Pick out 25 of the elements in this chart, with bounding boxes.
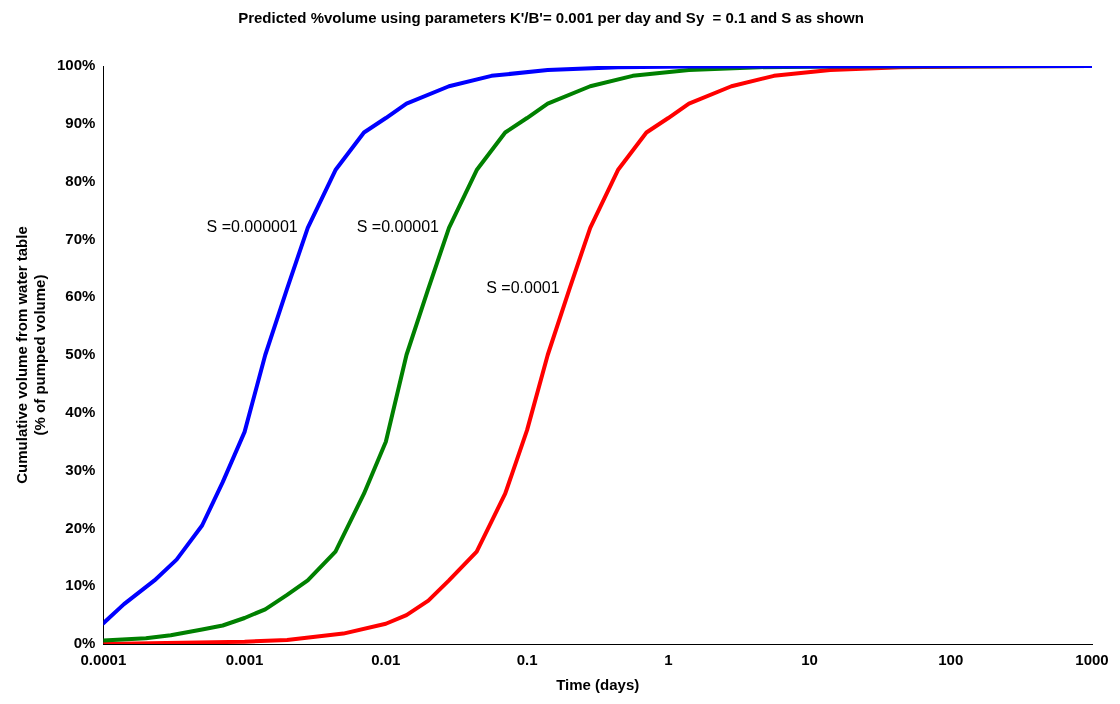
x-tick-label: 1 [664, 651, 673, 669]
chart-title: Predicted %volume using parameters K'/B'= 0.001 per day and Sy = 0.1 and S as shown [238, 9, 864, 27]
series-label: S =0.0001 [486, 278, 560, 296]
y-tick-label: 40% [65, 402, 96, 420]
y-tick-label: 0% [73, 634, 96, 652]
y-tick-label: 90% [65, 113, 96, 131]
y-tick-label: 30% [65, 460, 96, 478]
x-tick-label: 0.0001 [80, 651, 127, 669]
x-tick-label: 0.001 [225, 651, 264, 669]
y-axis-title: Cumulative volume from water table (% of pumped volume) [13, 226, 49, 484]
x-tick-label: 10 [801, 651, 818, 669]
x-tick-label: 1000 [1075, 651, 1109, 669]
x-tick-label: 100 [938, 651, 964, 669]
y-tick-label: 100% [56, 56, 96, 74]
y-tick-label: 20% [65, 518, 96, 536]
y-tick-label: 80% [65, 171, 96, 189]
y-tick-label: 50% [65, 345, 96, 363]
x-axis-title: Time (days) [556, 676, 640, 694]
x-tick-label: 0.1 [516, 651, 538, 669]
series-label: S =0.000001 [206, 218, 298, 236]
series-label: S =0.00001 [356, 218, 440, 236]
y-tick-label: 70% [65, 229, 96, 247]
x-tick-label: 0.01 [371, 651, 401, 669]
y-tick-label: 10% [65, 576, 96, 594]
y-tick-label: 60% [65, 287, 96, 305]
